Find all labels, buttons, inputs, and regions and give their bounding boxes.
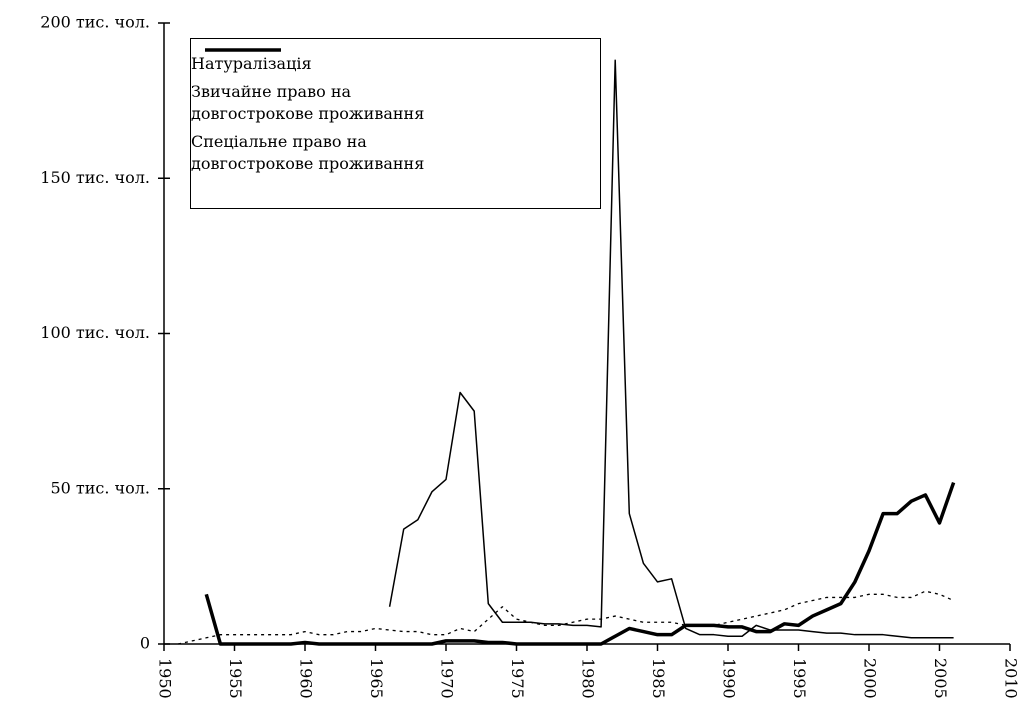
x-tick-label: 1975 xyxy=(508,658,527,699)
y-tick-label: 100 тис. чол. xyxy=(40,323,150,342)
series-line xyxy=(388,59,954,639)
legend-item: Звичайне право на довгострокове проживан… xyxy=(191,48,600,125)
x-tick-label: 1965 xyxy=(367,658,386,699)
x-tick-label: 2010 xyxy=(1002,658,1021,699)
legend-swatch xyxy=(205,49,281,51)
legend-label: Спеціальне право на довгострокове прожив… xyxy=(191,132,425,173)
y-tick-label: 50 тис. чол. xyxy=(50,478,150,497)
x-tick-label: 1970 xyxy=(438,658,457,699)
x-tick-label: 1990 xyxy=(720,658,739,699)
legend-label: Звичайне право на довгострокове проживан… xyxy=(191,82,425,123)
y-tick-label: 200 тис. чол. xyxy=(40,13,150,32)
series-line xyxy=(177,590,954,645)
x-tick-label: 2005 xyxy=(931,658,950,699)
series-line xyxy=(204,481,956,646)
legend: Натуралізація Звичайне право на довгостро… xyxy=(190,38,601,209)
x-tick-label: 1960 xyxy=(297,658,316,699)
legend-label: Натуралізація xyxy=(191,54,312,73)
x-tick-label: 2000 xyxy=(861,658,880,699)
x-tick-label: 1985 xyxy=(649,658,668,699)
legend-item: Спеціальне право на довгострокове прожив… xyxy=(191,49,600,175)
x-tick-label: 1955 xyxy=(226,658,245,699)
y-tick-label: 150 тис. чол. xyxy=(40,168,150,187)
x-tick-label: 1980 xyxy=(579,658,598,699)
x-tick-label: 1995 xyxy=(790,658,809,699)
y-tick-label: 0 xyxy=(140,634,150,653)
x-tick-label: 1950 xyxy=(156,658,175,699)
